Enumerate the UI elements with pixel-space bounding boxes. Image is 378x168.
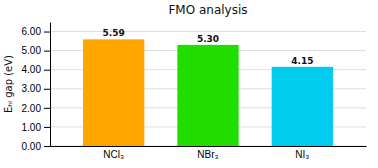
y-axis-line	[50, 23, 51, 147]
data-labels: 5.59 5.30 4.15	[103, 28, 314, 65]
y-tick-mark	[44, 32, 50, 33]
y-tick: 4.00	[22, 64, 50, 75]
bar	[83, 39, 144, 146]
y-tick: 5.00	[22, 45, 50, 56]
y-tick: 1.00	[22, 122, 50, 133]
y-tick-mark	[44, 146, 50, 147]
grid-line	[50, 31, 366, 32]
y-tick-label: 2.00	[22, 103, 42, 114]
y-tick-label: 4.00	[22, 64, 42, 75]
y-tick-mark	[44, 127, 50, 128]
data-label: 5.59	[103, 28, 125, 38]
y-tick-mark	[44, 108, 50, 109]
bar	[177, 45, 238, 146]
y-axis: 0.00 1.00 2.00 3.00 4.00 5.00 6.00	[22, 23, 51, 152]
bars	[83, 39, 333, 146]
grid	[50, 32, 366, 146]
x-tick-label: NI₃	[295, 149, 309, 160]
y-tick-label: 1.00	[22, 122, 42, 133]
y-tick-label: 3.00	[22, 83, 42, 94]
x-tick: NCl₃	[103, 146, 124, 160]
y-tick-label: 0.00	[22, 141, 42, 152]
y-tick: 6.00	[22, 26, 50, 37]
data-label: 4.15	[291, 56, 313, 66]
y-tick-mark	[44, 51, 50, 52]
plot: 5.59 5.30 4.15 0.00 1.00 2.00 3.00 4.00 5.00 6.00…	[22, 23, 367, 161]
y-tick-label: 5.00	[22, 45, 42, 56]
data-label: 5.30	[197, 34, 219, 44]
y-tick-mark	[44, 89, 50, 90]
x-tick: NI₃	[295, 146, 309, 160]
y-axis-title: Eₕₗ gap (eV)	[3, 55, 14, 113]
x-axis-line	[51, 146, 367, 147]
y-tick: 3.00	[22, 83, 50, 94]
x-tick-label: NCl₃	[103, 149, 124, 160]
chart: 5.59 5.30 4.15 0.00 1.00 2.00 3.00 4.00 5.00 6.00…	[0, 0, 378, 168]
x-axis: NCl₃ NBr₃ NI₃	[51, 146, 367, 160]
bar	[272, 67, 333, 146]
x-tick-label: NBr₃	[197, 149, 218, 160]
y-tick-label: 6.00	[22, 26, 42, 37]
title: FMO analysis	[168, 3, 247, 17]
y-tick: 2.00	[22, 103, 50, 114]
x-tick: NBr₃	[197, 146, 218, 160]
y-tick-mark	[44, 70, 50, 71]
y-tick: 0.00	[22, 141, 50, 152]
